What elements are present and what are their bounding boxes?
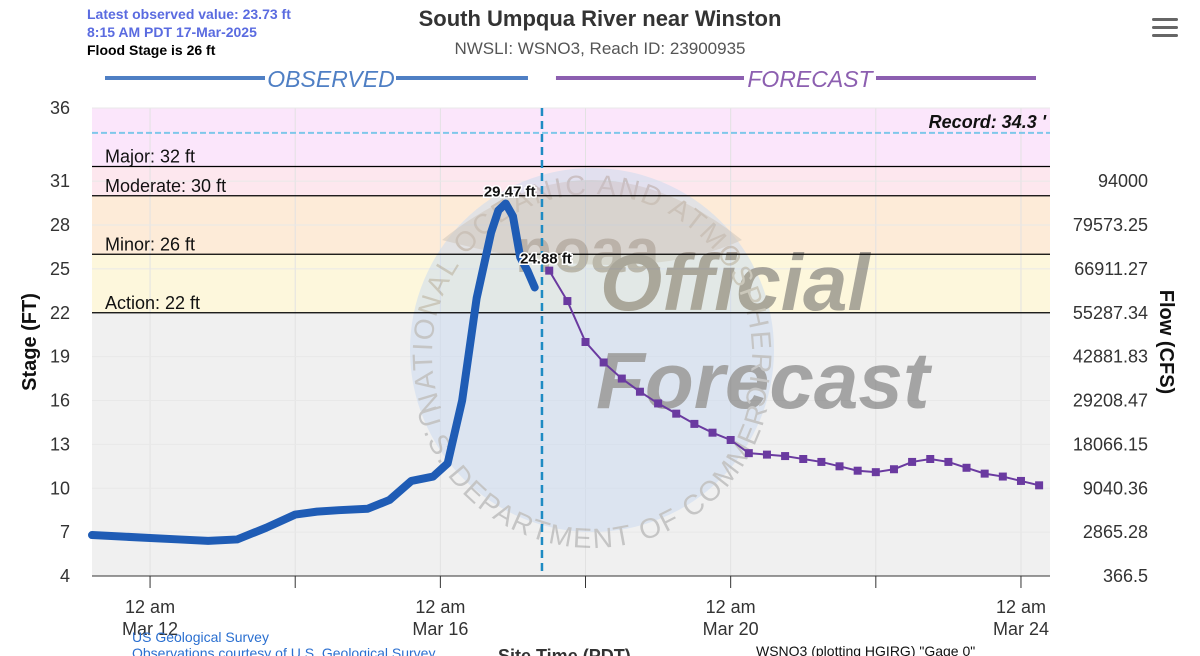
y-tick-label: 36 [50, 98, 70, 118]
forecast-point [781, 452, 790, 461]
forecast-point [835, 462, 844, 471]
major-label: Major: 32 ft [105, 147, 195, 167]
usgs-courtesy-link: Observations courtesy of U.S. Geological… [132, 645, 435, 656]
minor-label: Minor: 26 ft [105, 234, 195, 254]
forecast-series-line [548, 270, 1040, 487]
flood-stage-note: Flood Stage is 26 ft [87, 42, 216, 58]
chart-subtitle: NWSLI: WSNO3, Reach ID: 23900935 [454, 39, 746, 58]
x-tick-label-date: Mar 20 [703, 619, 759, 639]
plot-gauge-note: WSNO3 (plotting HGIRG) "Gage 0" [756, 643, 975, 656]
latest-time: 8:15 AM PDT 17-Mar-2025 [87, 24, 257, 40]
forecast-point [908, 457, 917, 466]
forecast-point [817, 457, 826, 466]
chart-title: South Umpqua River near Winston [418, 6, 782, 31]
forecast-point [545, 266, 554, 275]
record-label: Record: 34.3 ' [929, 112, 1047, 132]
forecast-point [962, 463, 971, 472]
y-tick-label: 25 [50, 259, 70, 279]
x-tick-label-date: Mar 24 [993, 619, 1049, 639]
y-tick-label: 31 [50, 171, 70, 191]
action-label: Action: 22 ft [105, 293, 200, 313]
observed-section-label: OBSERVED [267, 66, 394, 92]
forecast-point [871, 468, 880, 477]
y-tick-label: 19 [50, 347, 70, 367]
peak-annotation: 29.47 ft [484, 184, 536, 201]
forecast-point [980, 469, 989, 478]
y-tick-label: 10 [50, 478, 70, 498]
forecast-point [654, 399, 663, 408]
forecast-point [599, 358, 608, 367]
observed-series-line [88, 199, 539, 545]
forecast-point [690, 419, 699, 428]
y2-tick-label: 9040.36 [1083, 478, 1148, 498]
y-tick-label: 4 [60, 566, 70, 586]
y2-tick-label: 55287.34 [1073, 303, 1148, 323]
peak-annotation: 24.88 ft [520, 251, 572, 268]
forecast-point [889, 465, 898, 474]
forecast-point [998, 472, 1007, 481]
forecast-point [1035, 481, 1044, 490]
hamburger-menu-icon[interactable] [1152, 18, 1178, 40]
y2-tick-label: 94000 [1098, 171, 1148, 191]
y2-tick-label: 2865.28 [1083, 522, 1148, 542]
x-tick-label-time: 12 am [125, 597, 175, 617]
y-axis-title: Stage (FT) [19, 293, 41, 391]
y-tick-label: 16 [50, 391, 70, 411]
x-tick-label-date: Mar 12 [122, 619, 178, 639]
forecast-point [744, 449, 753, 458]
forecast-point [799, 455, 808, 463]
forecast-point [617, 374, 626, 383]
x-tick-label-time: 12 am [415, 597, 465, 617]
y-tick-label: 22 [50, 303, 70, 323]
x-tick-label-date: Mar 16 [412, 619, 468, 639]
record-band [92, 108, 1050, 167]
forecast-point [708, 428, 717, 437]
y-tick-label: 13 [50, 434, 70, 454]
y2-tick-label: 42881.83 [1073, 347, 1148, 367]
y2-tick-label: 18066.15 [1073, 434, 1148, 454]
y-tick-label: 28 [50, 215, 70, 235]
forecast-point [853, 466, 862, 475]
x-tick-label-time: 12 am [996, 597, 1046, 617]
y-tick-label: 7 [60, 522, 70, 542]
watermark-logo-text: noaa [515, 217, 660, 286]
y2-tick-label: 79573.25 [1073, 215, 1148, 235]
latest-value: Latest observed value: 23.73 ft [87, 6, 291, 22]
forecast-point [1016, 476, 1025, 485]
y2-tick-label: 66911.27 [1074, 259, 1148, 279]
forecast-section-label: FORECAST [747, 66, 874, 92]
forecast-point [762, 450, 771, 459]
watermark-line2: Forecast [596, 336, 933, 425]
y2-tick-label: 366.5 [1103, 566, 1148, 586]
usgs-source-link: US Geological Survey [132, 629, 269, 645]
forecast-point [581, 338, 590, 346]
forecast-point [672, 409, 681, 418]
x-axis-title: Site Time (PDT) [498, 646, 631, 656]
forecast-point [926, 455, 935, 463]
forecast-point [726, 435, 735, 444]
y2-tick-label: 29208.47 [1073, 391, 1148, 411]
x-tick-label-time: 12 am [706, 597, 756, 617]
moderate-label: Moderate: 30 ft [105, 176, 226, 196]
forecast-point [635, 387, 644, 396]
y2-axis-title: Flow (CFS) [1155, 290, 1177, 394]
forecast-point [944, 457, 953, 466]
forecast-point [563, 297, 572, 306]
